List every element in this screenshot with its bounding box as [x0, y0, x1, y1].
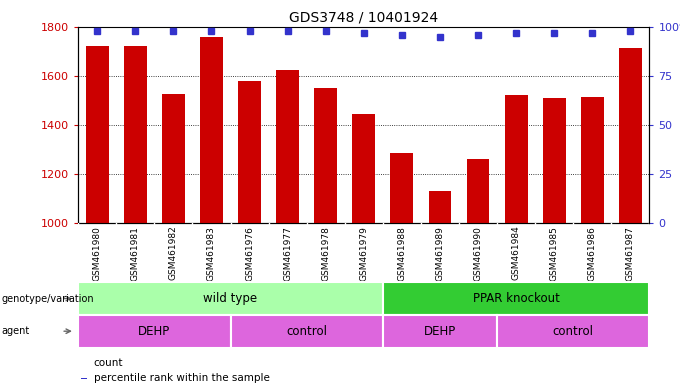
Bar	[619, 48, 642, 223]
Bar	[238, 81, 261, 223]
Text: count: count	[94, 358, 123, 368]
Text: GSM461980: GSM461980	[92, 226, 102, 281]
Bar	[81, 378, 87, 379]
Text: wild type: wild type	[203, 292, 258, 305]
Title: GDS3748 / 10401924: GDS3748 / 10401924	[289, 10, 439, 24]
Text: GSM461984: GSM461984	[511, 226, 521, 280]
Text: control: control	[286, 325, 327, 338]
Bar	[231, 315, 383, 348]
Bar	[428, 191, 452, 223]
Bar	[543, 98, 566, 223]
Bar	[78, 282, 383, 315]
Bar	[466, 159, 490, 223]
Bar	[81, 362, 87, 363]
Text: GSM461978: GSM461978	[321, 226, 330, 281]
Text: GSM461989: GSM461989	[435, 226, 445, 281]
Text: GSM461988: GSM461988	[397, 226, 407, 281]
Text: control: control	[553, 325, 594, 338]
Text: GSM461976: GSM461976	[245, 226, 254, 281]
Text: GSM461979: GSM461979	[359, 226, 369, 281]
Bar	[162, 94, 185, 223]
Text: GSM461977: GSM461977	[283, 226, 292, 281]
Text: genotype/variation: genotype/variation	[1, 293, 94, 304]
Bar	[276, 70, 299, 223]
Text: GSM461986: GSM461986	[588, 226, 597, 281]
Bar	[200, 37, 223, 223]
Text: percentile rank within the sample: percentile rank within the sample	[94, 373, 269, 383]
Text: agent: agent	[1, 326, 30, 336]
Text: GSM461990: GSM461990	[473, 226, 483, 281]
Bar	[124, 46, 147, 223]
Bar	[505, 95, 528, 223]
Bar	[581, 97, 604, 223]
Text: GSM461987: GSM461987	[626, 226, 635, 281]
Text: GSM461983: GSM461983	[207, 226, 216, 281]
Bar	[390, 153, 413, 223]
Bar	[497, 315, 649, 348]
Text: GSM461985: GSM461985	[549, 226, 559, 281]
Text: GSM461981: GSM461981	[131, 226, 140, 281]
Bar	[86, 46, 109, 223]
Text: DEHP: DEHP	[424, 325, 456, 338]
Bar	[78, 315, 231, 348]
Bar	[352, 114, 375, 223]
Text: GSM461982: GSM461982	[169, 226, 178, 280]
Text: DEHP: DEHP	[138, 325, 171, 338]
Bar	[383, 315, 497, 348]
Bar	[314, 88, 337, 223]
Text: PPAR knockout: PPAR knockout	[473, 292, 560, 305]
Bar	[383, 282, 649, 315]
